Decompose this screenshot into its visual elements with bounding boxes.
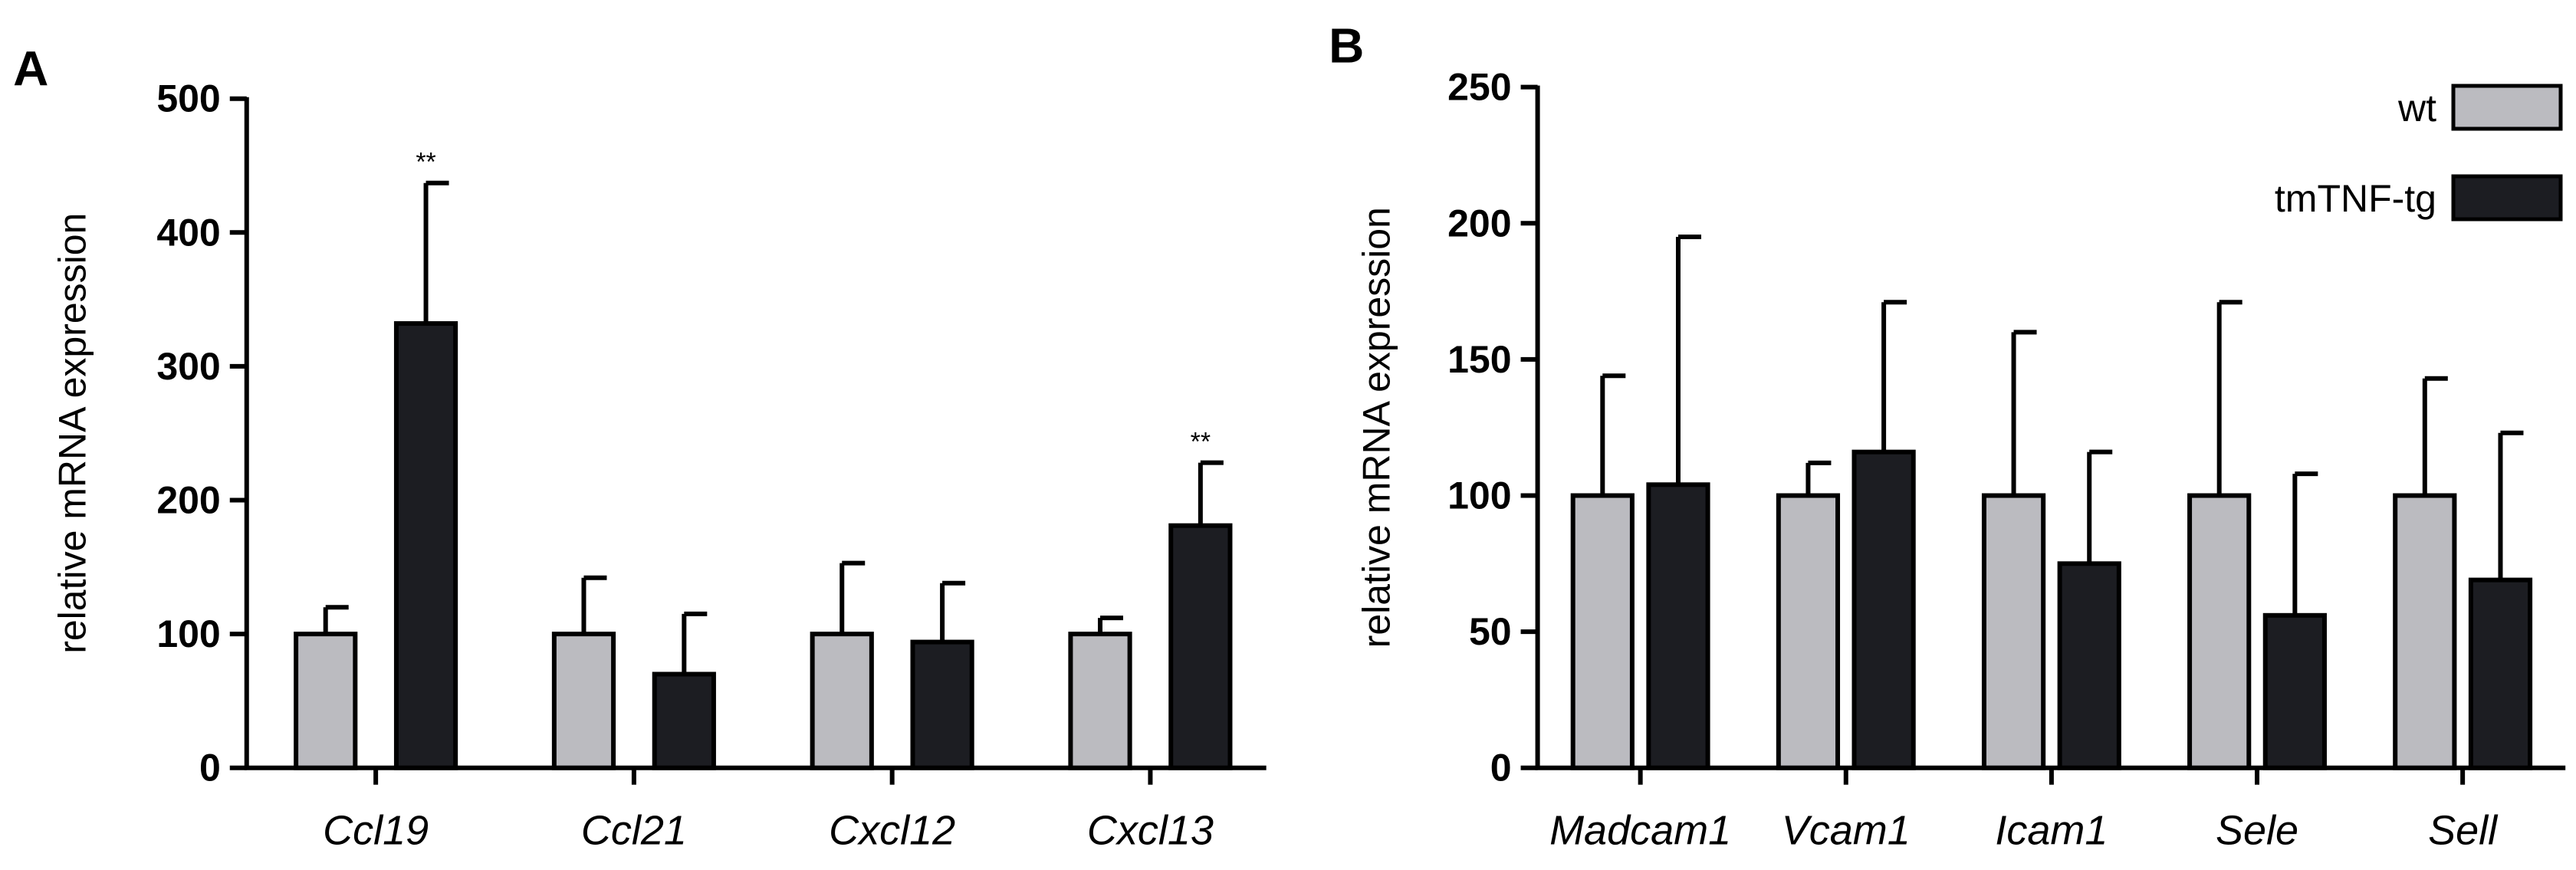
y-tick-label: 150 (1447, 338, 1511, 381)
bar-wt-sell (2393, 493, 2457, 770)
y-tick-label: 0 (1490, 747, 1512, 790)
legend-label: tmTNF-tg (2275, 177, 2436, 220)
bar-tmtnf-tg-sell (2468, 577, 2533, 770)
bar-tmtnf-tg-madcam1 (1646, 482, 1710, 770)
panel-letter: A (13, 41, 48, 97)
category-label: Sell (2428, 808, 2499, 854)
y-tick-label: 0 (199, 747, 221, 790)
panel-a-chart: A 0 100 200 300 400 500 relative mRNA expressio… (13, 41, 1267, 854)
bar-tmtnf-tg-vcam1 (1852, 449, 1916, 770)
significance-label: ** (1191, 428, 1211, 457)
bar-wt-vcam1 (1776, 493, 1841, 770)
bar-tmtnf-tg-sele (2262, 612, 2327, 770)
category-label: Icam1 (1995, 808, 2108, 854)
y-axis-title: relative mRNA expression (51, 213, 94, 654)
category-label: Ccl21 (581, 808, 687, 854)
bar-wt-cxcl12 (810, 632, 874, 770)
legend: wt tmTNF-tg (2275, 84, 2563, 222)
legend-label: wt (2397, 87, 2436, 130)
category-label: Cxcl12 (829, 808, 955, 854)
panel-letter: B (1329, 18, 1364, 74)
y-tick-label: 200 (156, 479, 220, 522)
bar-wt-icam1 (1981, 493, 2046, 770)
y-tick-label: 200 (1447, 202, 1511, 245)
legend-swatch-tmtnf-tg (2451, 174, 2563, 222)
legend-swatch-wt (2451, 84, 2563, 131)
category-label: Madcam1 (1549, 808, 1731, 854)
y-tick-label: 100 (1447, 474, 1511, 517)
bar-wt-ccl19 (294, 632, 358, 770)
bar-tmtnf-tg-cxcl13 (1168, 523, 1233, 770)
bar-wt-ccl21 (551, 632, 616, 770)
panel-b-chart: B 0 50 100 150 200 250 relative mRNA expression… (1329, 18, 2566, 854)
bar-wt-madcam1 (1570, 493, 1635, 770)
y-tick-label: 400 (156, 211, 220, 254)
y-axis-title: relative mRNA expression (1355, 207, 1398, 648)
bar-wt-cxcl13 (1068, 632, 1132, 770)
bar-tmtnf-tg-ccl21 (652, 671, 716, 770)
bar-tmtnf-tg-cxcl12 (910, 639, 974, 770)
y-tick-label: 100 (156, 612, 220, 655)
y-tick-label: 250 (1447, 66, 1511, 109)
category-label: Vcam1 (1782, 808, 1911, 854)
bar-tmtnf-tg-icam1 (2057, 561, 2121, 770)
category-label: Cxcl13 (1087, 808, 1214, 854)
y-tick-label: 500 (156, 77, 220, 120)
significance-label: ** (416, 148, 435, 177)
bar-tmtnf-tg-ccl19 (393, 321, 458, 770)
y-tick-label: 300 (156, 345, 220, 388)
bar-wt-sele (2187, 493, 2252, 770)
category-label: Sele (2216, 808, 2298, 854)
category-label: Ccl19 (323, 808, 429, 854)
y-tick-label: 50 (1469, 610, 1512, 653)
